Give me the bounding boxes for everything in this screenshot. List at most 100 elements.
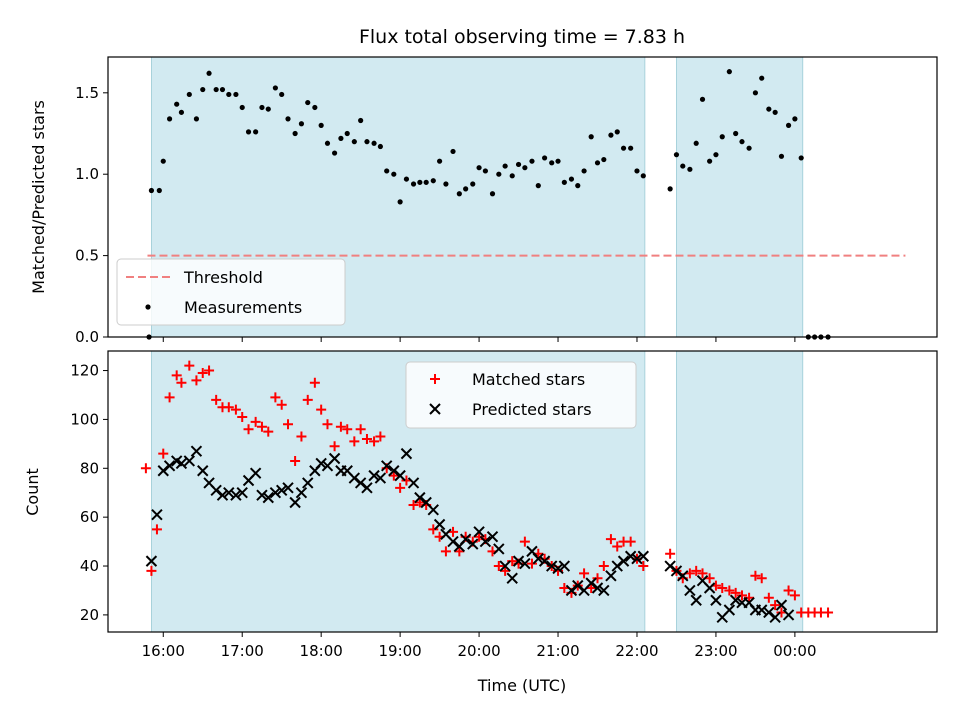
matched-stars-point-14 — [230, 404, 241, 415]
matched-stars-point-28 — [322, 419, 333, 430]
predicted-stars-point-20 — [275, 484, 288, 496]
measurements-point-76 — [640, 173, 646, 179]
matched-stars-point-32 — [349, 436, 360, 447]
measurements-point-49 — [463, 186, 469, 192]
matched-stars-point-26 — [309, 377, 320, 388]
predicted-stars-point-56 — [512, 555, 525, 567]
predicted-stars-point-52 — [486, 530, 499, 543]
measurements-point-18 — [259, 104, 265, 111]
matched-stars-point-2 — [151, 524, 162, 535]
matched-stars-point-33 — [355, 424, 366, 435]
predicted-stars-point-74 — [631, 552, 643, 565]
matched-stars-point-81 — [691, 565, 702, 576]
predicted-stars-point-32 — [354, 477, 367, 489]
predicted-stars-point-82 — [703, 582, 716, 594]
measurements-point-37 — [384, 168, 390, 174]
measurements-point-47 — [450, 148, 456, 155]
measurements-point-11 — [213, 86, 219, 93]
measurements-point-50 — [470, 181, 476, 187]
matched-stars-point-93 — [770, 600, 781, 611]
measurements-point-12 — [219, 86, 226, 93]
measurements-point-62 — [549, 160, 555, 166]
measurements-point-65 — [568, 176, 575, 182]
matched-stars-point-21 — [276, 399, 287, 410]
predicted-stars-point-80 — [690, 594, 702, 606]
ratio-y-tick-label-0: 0.0 — [75, 328, 99, 346]
matched-stars-point-88 — [736, 590, 747, 601]
predicted-stars-point-64 — [565, 584, 578, 597]
matched-stars-point-92 — [763, 592, 774, 603]
matched-stars-point-36 — [375, 431, 386, 442]
matched-stars-point-20 — [270, 392, 281, 403]
matched-stars-point-90 — [750, 570, 761, 581]
count-panel: 16:00 17:00 18:00 19:00 20:00 21:00 22:00 23:00… — [23, 350, 938, 660]
predicted-stars-point-6 — [183, 455, 196, 467]
measurements-point-42 — [417, 179, 423, 185]
measurements-point-85 — [719, 134, 725, 140]
predicted-stars-point-93 — [775, 599, 788, 611]
matched-stars-point-35 — [369, 436, 380, 447]
predicted-stars-point-46 — [447, 535, 459, 548]
matched-stars-point-42 — [414, 497, 425, 508]
matched-stars-point-58 — [519, 536, 530, 547]
predicted-stars-point-54 — [499, 560, 511, 572]
measurements-point-4 — [166, 116, 173, 122]
measurements-point-60 — [535, 183, 541, 189]
matched-stars-point-91 — [756, 573, 767, 584]
measurements-point-71 — [608, 132, 614, 138]
predicted-stars-point-16 — [249, 467, 262, 479]
x-tick-label-8: 00:00 — [773, 642, 816, 660]
matched-stars-point-51 — [474, 531, 485, 542]
matched-stars-point-1 — [146, 565, 157, 576]
measurements-point-88 — [739, 139, 745, 145]
measurements-point-87 — [733, 130, 739, 137]
measurements-point-34 — [364, 139, 370, 145]
predicted-stars-point-1 — [151, 509, 163, 521]
measurements-point-26 — [312, 104, 318, 111]
matched-stars-point-7 — [184, 360, 195, 371]
predicted-stars-point-23 — [295, 487, 308, 499]
measurements-point-57 — [515, 161, 522, 168]
measurements-point-77 — [667, 186, 673, 192]
matched-legend-swatch — [430, 374, 440, 384]
predicted-stars-point-24 — [302, 477, 314, 489]
measurements-point-25 — [305, 99, 311, 106]
count-legend-box — [405, 361, 637, 429]
predicted-stars-point-11 — [216, 489, 229, 501]
x-tick-label-5: 21:00 — [536, 642, 579, 660]
count-y-tick-label-5: 120 — [70, 362, 99, 380]
measurements-point-97 — [798, 155, 804, 161]
predicted-stars-point-53 — [493, 543, 505, 555]
measurements-point-17 — [253, 129, 259, 135]
predicted-stars-point-34 — [368, 469, 380, 482]
measurements-point-27 — [318, 122, 324, 128]
predicted-stars-point-51 — [479, 535, 492, 548]
matched-stars-point-46 — [440, 546, 451, 557]
predicted-stars-point-12 — [223, 487, 235, 499]
measurements-point-90 — [752, 90, 759, 96]
measurements-point-8 — [193, 116, 200, 122]
measurements-point-74 — [628, 145, 634, 151]
x-tick-label-1: 17:00 — [221, 642, 264, 660]
measurements-point-53 — [489, 191, 496, 197]
measurements-point-32 — [351, 139, 357, 145]
measurements-point-36 — [377, 143, 383, 150]
predicted-stars-point-73 — [624, 550, 637, 562]
measurements-point-2 — [156, 187, 162, 194]
matched-stars-point-29 — [329, 441, 340, 452]
x-tick-label-2: 18:00 — [300, 642, 343, 660]
predicted-legend-label: Predicted stars — [472, 400, 592, 419]
predicted-stars-point-71 — [611, 560, 623, 572]
matched-stars-point-6 — [176, 377, 187, 388]
measurements-point-89 — [746, 145, 752, 151]
measurements-point-59 — [529, 158, 535, 164]
measurements-point-33 — [358, 117, 364, 124]
matched-stars-point-24 — [296, 431, 307, 442]
measurements-point-78 — [673, 152, 680, 158]
measurements-point-9 — [200, 86, 206, 93]
predicted-stars-point-78 — [677, 570, 689, 582]
predicted-stars-point-75 — [637, 550, 650, 562]
ratio-y-tick-label-2: 1.0 — [75, 165, 99, 183]
matched-stars-point-74 — [625, 536, 636, 547]
